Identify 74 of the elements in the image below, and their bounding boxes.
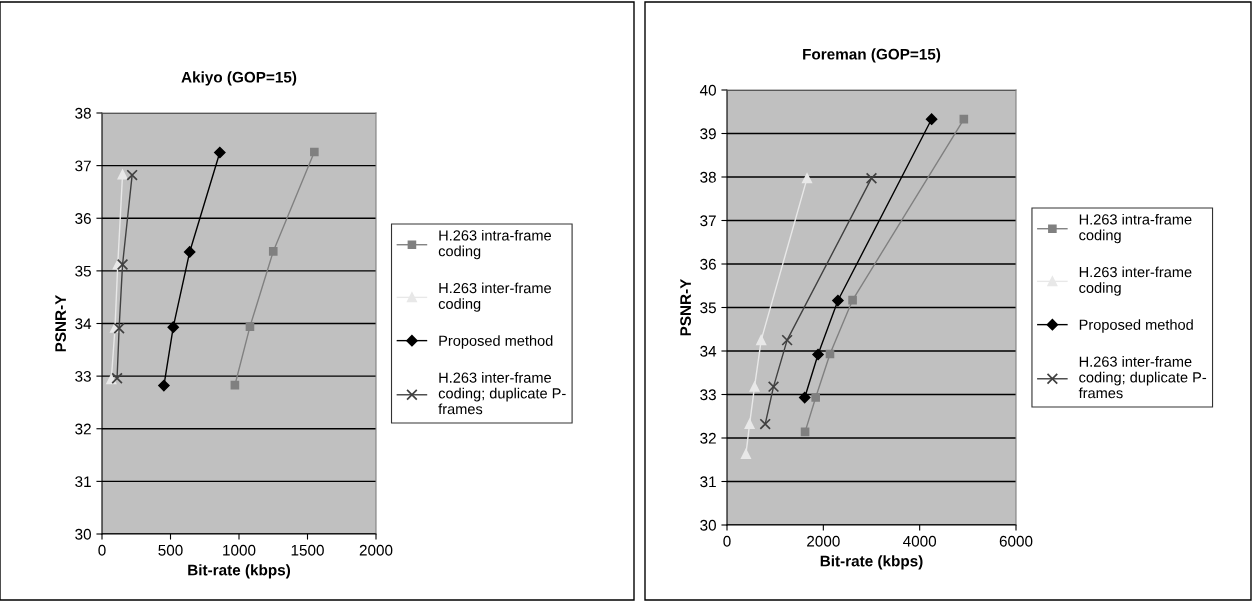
point <box>756 335 767 346</box>
point <box>158 379 170 392</box>
point <box>230 380 240 390</box>
point <box>865 172 878 185</box>
legend-label: H.263 inter-frame coding <box>438 282 551 312</box>
point <box>116 258 129 271</box>
x-tick-label: 500 <box>158 544 183 556</box>
legend-label: H.263 inter-frame coding; duplicate P- frames <box>1078 356 1207 399</box>
point <box>245 322 255 331</box>
chart-title: Foreman (GOP=15) <box>803 48 941 63</box>
point <box>310 147 319 157</box>
y-tick-label: 38 <box>700 171 716 183</box>
point <box>812 348 824 361</box>
y-tick-label: 30 <box>700 519 716 531</box>
point <box>800 427 810 437</box>
legend-label: H.263 inter-frame coding; duplicate P- frames <box>438 372 566 415</box>
y-tick-label: 37 <box>700 215 716 227</box>
y-axis-title: PSNR-Y <box>55 294 67 352</box>
point <box>744 419 755 430</box>
legend-label: Proposed method <box>1079 319 1193 333</box>
point <box>214 146 226 159</box>
x-tick-label: 2000 <box>807 535 840 547</box>
y-tick-label: 33 <box>700 389 716 401</box>
point <box>117 169 128 180</box>
legend-label: H.263 intra-frame coding <box>438 229 551 260</box>
point <box>126 169 138 181</box>
point <box>167 321 179 333</box>
x-tick-label: 0 <box>723 535 731 547</box>
x-axis-title: Bit-rate (kbps) <box>820 555 923 570</box>
x-axis-title: Bit-rate (kbps) <box>188 564 291 579</box>
x-tick-label: 1500 <box>291 544 324 556</box>
point <box>740 449 751 460</box>
x-tick-label: 0 <box>98 544 106 556</box>
point <box>825 349 835 359</box>
x-tick-label: 6000 <box>999 535 1033 547</box>
y-tick-label: 39 <box>700 128 716 140</box>
chart-title: Akiyo (GOP=15) <box>181 71 297 86</box>
legend-label: H.263 inter-frame coding <box>1079 266 1192 296</box>
y-tick-label: 35 <box>700 302 716 314</box>
y-tick-label: 32 <box>700 432 716 444</box>
point <box>959 114 969 124</box>
y-axis-title: PSNR-Y <box>680 278 692 336</box>
point <box>832 294 844 307</box>
point <box>781 334 793 346</box>
y-tick-label: 40 <box>699 84 716 96</box>
point <box>268 247 278 256</box>
point <box>811 393 820 402</box>
y-tick-label: 37 <box>75 160 91 172</box>
y-tick-label: 35 <box>75 265 91 277</box>
point <box>798 391 811 404</box>
y-tick-label: 30 <box>75 528 91 540</box>
point <box>767 380 780 393</box>
x-tick-label: 2000 <box>359 544 393 556</box>
y-tick-label: 32 <box>75 423 91 435</box>
y-tick-label: 31 <box>75 476 91 488</box>
legend-label: Proposed method <box>439 335 553 349</box>
y-tick-label: 34 <box>700 345 717 357</box>
y-tick-label: 33 <box>75 370 91 382</box>
point <box>802 173 813 184</box>
point <box>183 246 196 258</box>
point <box>111 372 123 384</box>
legend-label: H.263 intra-frame coding <box>1079 213 1192 244</box>
y-tick-label: 34 <box>75 318 92 330</box>
point <box>749 381 760 392</box>
y-tick-label: 38 <box>75 107 91 119</box>
y-tick-label: 36 <box>700 258 716 270</box>
point <box>113 322 125 334</box>
x-tick-label: 4000 <box>903 535 937 547</box>
point <box>848 295 857 305</box>
y-tick-label: 36 <box>75 213 91 224</box>
x-tick-label: 1000 <box>223 544 256 556</box>
y-tick-label: 31 <box>700 476 716 488</box>
point <box>925 113 938 125</box>
point <box>759 418 771 430</box>
